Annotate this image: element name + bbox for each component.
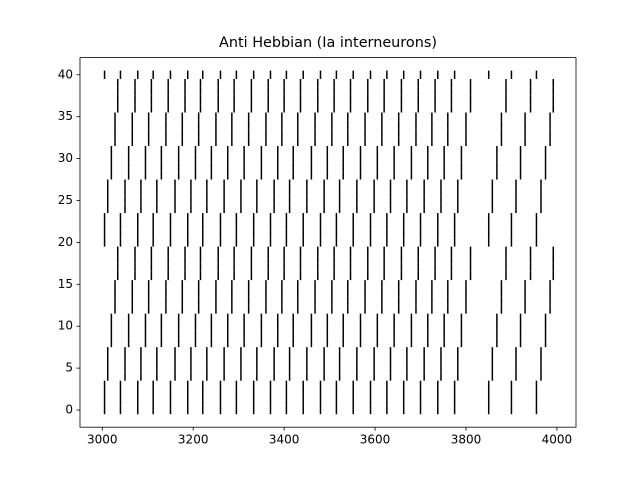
- y-tick-label: 5: [65, 361, 73, 375]
- y-tick-label: 15: [58, 277, 73, 291]
- x-tick-label: 4000: [542, 433, 573, 447]
- y-tick-label: 20: [58, 235, 73, 249]
- y-tick-label: 40: [58, 67, 73, 81]
- y-tick-label: 10: [58, 319, 73, 333]
- y-tick-label: 25: [58, 193, 73, 207]
- y-tick-label: 0: [65, 403, 73, 417]
- x-tick-label: 3400: [269, 433, 300, 447]
- chart-title: Anti Hebbian (Ia interneurons): [219, 35, 437, 51]
- x-tick-label: 3000: [87, 433, 118, 447]
- y-tick-label: 35: [58, 109, 73, 123]
- x-tick-label: 3600: [360, 433, 391, 447]
- x-tick-label: 3800: [451, 433, 482, 447]
- x-tick-label: 3200: [178, 433, 209, 447]
- y-tick-label: 30: [58, 151, 73, 165]
